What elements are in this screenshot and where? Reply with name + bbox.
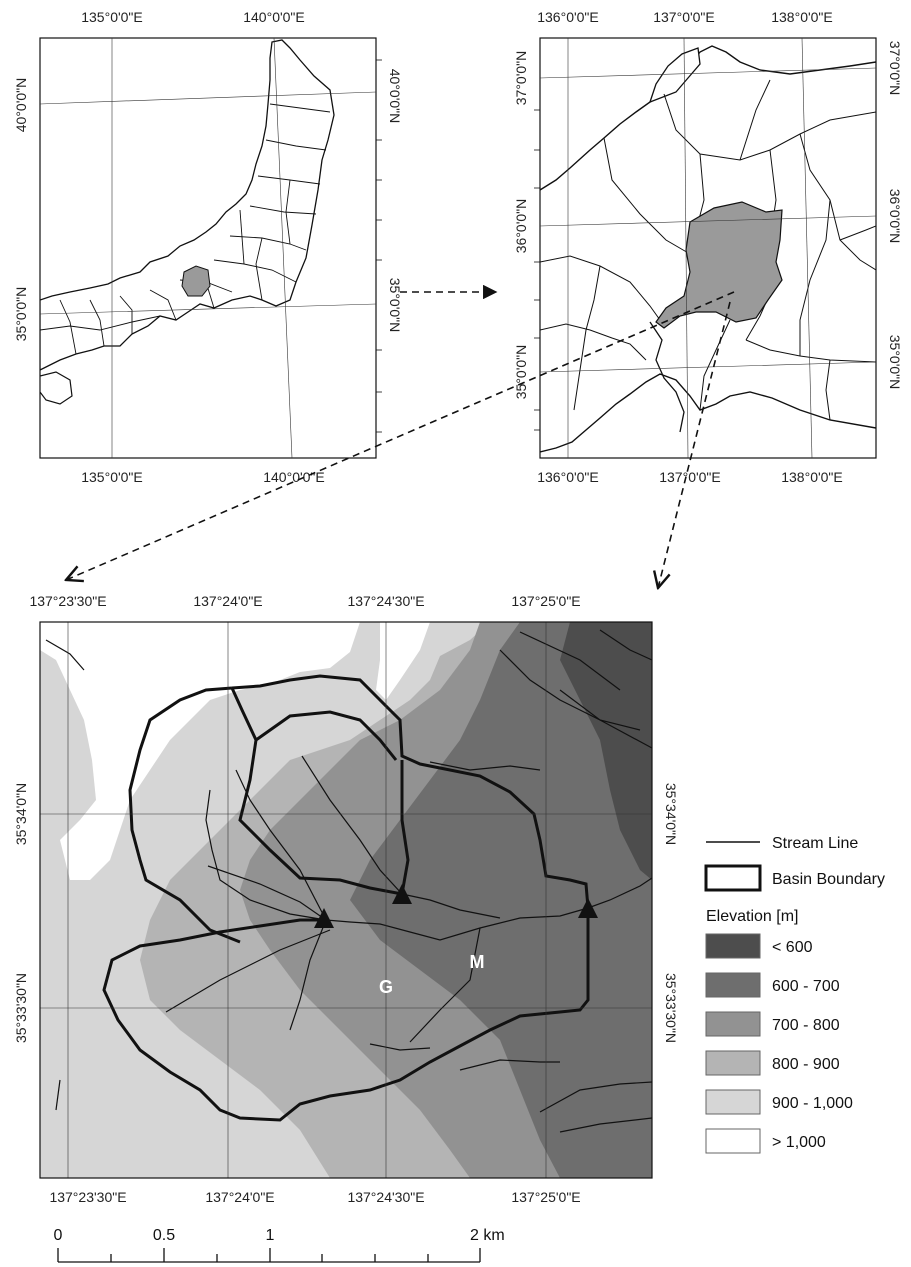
- region-right-label-1: 37°0'0"N: [887, 41, 903, 96]
- detail-top-label-4: 137°25'0"E: [511, 593, 580, 609]
- region-right-label-2: 36°0'0"N: [887, 189, 903, 244]
- region-bottom-label-1: 136°0'0"E: [537, 469, 599, 485]
- overview-map: 135°0'0"E 140°0'0"E 135°0'0"E 140°0'0"E …: [13, 9, 403, 485]
- region-left-label-1: 37°0'0"N: [513, 51, 529, 106]
- prefecture-boundaries: [40, 103, 331, 355]
- region-graticule: [540, 38, 876, 458]
- connector-arrows: [66, 284, 735, 588]
- detail-right-label-1: 35°34'0"N: [663, 783, 679, 845]
- scale-label-0: 0: [54, 1227, 63, 1244]
- region-top-label-2: 137°0'0"E: [653, 9, 715, 25]
- overview-graticule: [40, 38, 376, 458]
- overview-bottom-label-2: 140°0'0"E: [263, 469, 325, 485]
- legend-class-label-3: 800 - 900: [772, 1056, 840, 1073]
- study-prefecture: [181, 265, 211, 297]
- region-ticks: [534, 109, 540, 431]
- legend-swatch-5: [705, 1128, 761, 1154]
- scale-bar: [57, 1248, 481, 1263]
- legend-basin-boundary-label: Basin Boundary: [772, 871, 885, 888]
- legend-swatch-1: [705, 972, 761, 998]
- legend-classes: < 600 600 - 700 700 - 800 800 - 900 900 - 1,…: [705, 933, 853, 1154]
- detail-graticule: [40, 622, 652, 1178]
- overview-ticks: [376, 59, 382, 433]
- detail-bottom-label-4: 137°25'0"E: [511, 1189, 580, 1205]
- basin-boundary-outer: [102, 674, 590, 1122]
- scale-label-2km: 2 km: [470, 1227, 505, 1244]
- detail-left-label-1: 35°34'0"N: [13, 783, 29, 845]
- overview-left-label-2: 35°0'0"N: [13, 287, 29, 342]
- region-top-label-1: 136°0'0"E: [537, 9, 599, 25]
- legend: Stream Line Basin Boundary Elevation [m]…: [704, 835, 885, 1154]
- region-right-label-3: 35°0'0"N: [887, 335, 903, 390]
- overview-bottom-label-1: 135°0'0"E: [81, 469, 143, 485]
- legend-swatch-3: [705, 1050, 761, 1076]
- legend-swatch-4: [705, 1089, 761, 1115]
- detail-top-label-2: 137°24'0"E: [193, 593, 262, 609]
- site-label-g: G: [379, 977, 393, 997]
- scale-label-1: 1: [266, 1227, 275, 1244]
- overview-top-label-2: 140°0'0"E: [243, 9, 305, 25]
- basin-boundaries: [102, 674, 590, 1122]
- region-left-label-3: 35°0'0"N: [513, 345, 529, 400]
- detail-left-label-2: 35°33'30"N: [13, 973, 29, 1043]
- station-triangle-outlet: [578, 898, 598, 918]
- japan-landmass: [40, 39, 335, 371]
- ise-bay: [649, 321, 685, 433]
- site-label-m: M: [470, 952, 485, 972]
- region-top-label-3: 138°0'0"E: [771, 9, 833, 25]
- scale-label-0-5: 0.5: [153, 1227, 175, 1244]
- legend-swatch-2: [705, 1011, 761, 1037]
- detail-bottom-label-1: 137°23'30"E: [49, 1189, 126, 1205]
- gauging-stations: [314, 884, 598, 928]
- detail-right-label-2: 35°33'30"N: [663, 973, 679, 1043]
- basin-boundary-inner-a: [128, 686, 241, 944]
- elev-band-over-1000-b: [376, 622, 430, 700]
- region-prefecture-boundaries: [540, 79, 876, 421]
- region-map: 136°0'0"E 137°0'0"E 138°0'0"E 136°0'0"E …: [513, 9, 903, 485]
- overview-left-label-1: 40°0'0"N: [13, 78, 29, 133]
- legend-class-label-4: 900 - 1,000: [772, 1095, 853, 1112]
- overview-right-label-1: 40°0'0"N: [387, 69, 403, 124]
- arrow-region-to-detail-left: [66, 291, 735, 580]
- detail-top-label-1: 137°23'30"E: [29, 593, 106, 609]
- detail-bottom-label-3: 137°24'30"E: [347, 1189, 424, 1205]
- kyushu-outline: [40, 371, 73, 405]
- station-triangle-m: [392, 884, 412, 904]
- legend-class-label-1: 600 - 700: [772, 978, 840, 995]
- legend-stream-line-label: Stream Line: [772, 835, 858, 852]
- station-triangle-g: [314, 908, 334, 928]
- legend-elevation-title: Elevation [m]: [706, 908, 798, 925]
- elev-band-600-700: [350, 622, 652, 1178]
- study-prefecture-region: [655, 201, 783, 329]
- legend-class-label-2: 700 - 800: [772, 1017, 840, 1034]
- detail-map: G M 137°23'30"E 137°24'0"E 137°24'30"E 1…: [13, 593, 679, 1205]
- basin-boundary-inner-c: [255, 710, 398, 761]
- region-bottom-label-3: 138°0'0"E: [781, 469, 843, 485]
- region-left-label-2: 36°0'0"N: [513, 199, 529, 254]
- detail-bottom-label-2: 137°24'0"E: [205, 1189, 274, 1205]
- region-bottom-label-2: 137°0'0"E: [659, 469, 721, 485]
- overview-top-label-1: 135°0'0"E: [81, 9, 143, 25]
- elev-band-under-600: [560, 622, 652, 880]
- detail-map-frame: [39, 621, 653, 1179]
- elev-band-over-1000: [40, 622, 360, 880]
- legend-class-label-0: < 600: [772, 939, 813, 956]
- stream-lines: [45, 629, 652, 1133]
- legend-basin-boundary-symbol: [704, 864, 762, 892]
- detail-top-label-3: 137°24'30"E: [347, 593, 424, 609]
- legend-swatch-0: [705, 933, 761, 959]
- legend-class-label-5: > 1,000: [772, 1134, 826, 1151]
- overview-right-label-2: 35°0'0"N: [387, 278, 403, 333]
- noto-peninsula: [648, 47, 701, 104]
- arrow-region-to-detail-right: [658, 301, 731, 588]
- region-coastline-south: [540, 373, 876, 453]
